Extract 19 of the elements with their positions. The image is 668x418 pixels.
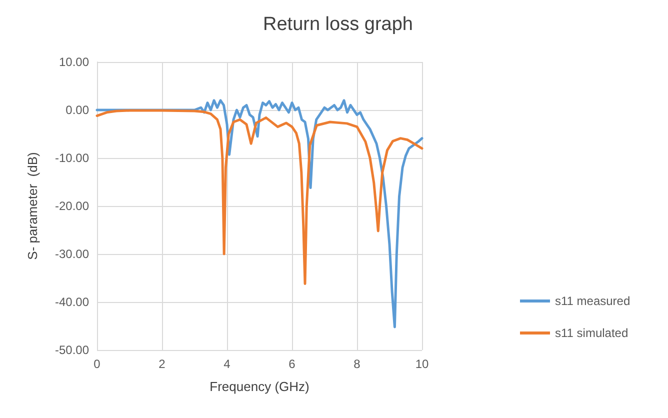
x-tick-label: 2 — [158, 357, 166, 371]
y-tick-label: 0.00 — [66, 103, 90, 117]
line-series — [96, 109, 424, 286]
legend-label: s11 simulated — [555, 326, 628, 340]
x-tick-label: 6 — [288, 357, 296, 371]
x-tick-label: 10 — [415, 357, 429, 371]
x-tick-label: 4 — [224, 357, 231, 371]
y-tick-label: -20.00 — [54, 199, 90, 213]
chart-title: Return loss graph — [263, 14, 413, 35]
x-axis-title: Frequency (GHz) — [210, 379, 310, 394]
y-tick-label: 10.00 — [58, 55, 90, 69]
x-tick-label: 8 — [354, 357, 361, 371]
y-tick-label: -10.00 — [54, 151, 90, 165]
y-axis-title: S- parameter (dB) — [25, 152, 40, 260]
x-tick-label: 0 — [94, 357, 101, 371]
legend-label: s11 measured — [555, 294, 630, 308]
y-tick-label: -30.00 — [54, 247, 90, 261]
y-tick-label: -50.00 — [54, 343, 90, 357]
y-tick-label: -40.00 — [54, 295, 90, 309]
